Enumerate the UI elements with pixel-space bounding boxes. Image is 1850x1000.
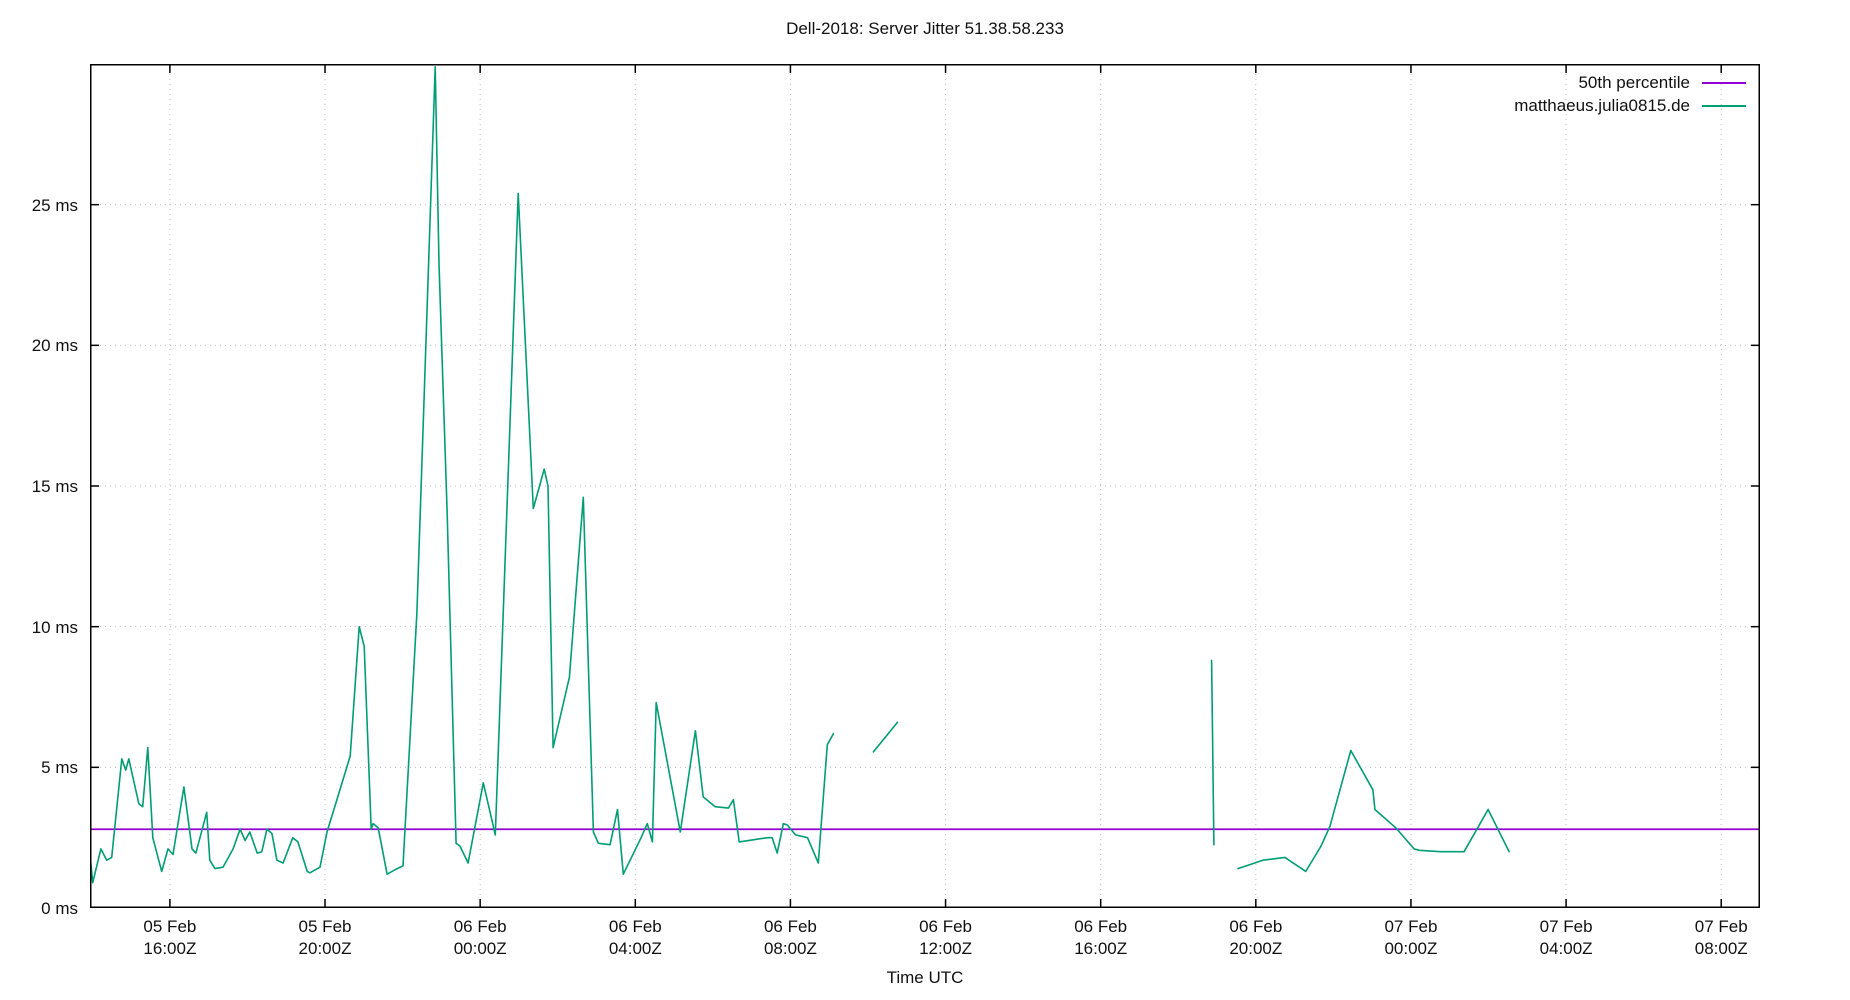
y-tick-label: 10 ms <box>31 617 78 637</box>
series-line-segment <box>1210 659 1215 846</box>
x-tick-label: 06 Feb 20:00Z <box>1196 916 1316 960</box>
y-tick-label: 15 ms <box>31 477 78 496</box>
y-tick-label: 25 ms <box>31 195 78 215</box>
x-tick-time: 00:00Z <box>1384 939 1438 958</box>
x-tick-label: 05 Feb 16:00Z <box>110 916 230 960</box>
x-tick-date: 07 Feb <box>1384 917 1438 936</box>
x-tick-label: 07 Feb 08:00Z <box>1661 916 1781 960</box>
y-tick-label: 5 ms <box>41 758 78 778</box>
x-tick-date: 06 Feb <box>919 917 973 936</box>
x-tick-time: 08:00Z <box>763 939 817 958</box>
series-line-segment <box>872 721 899 753</box>
x-tick-label: 07 Feb 04:00Z <box>1506 916 1626 960</box>
x-tick-time: 20:00Z <box>1229 939 1283 958</box>
x-tick-date: 07 Feb <box>1694 917 1748 936</box>
y-tick-label: 0 ms <box>41 899 78 918</box>
series-line-segment <box>1237 749 1510 873</box>
x-tick-label: 06 Feb 08:00Z <box>730 916 850 960</box>
x-tick-time: 12:00Z <box>919 939 973 958</box>
x-tick-label: 06 Feb 16:00Z <box>1041 916 1161 960</box>
x-tick-label: 06 Feb 12:00Z <box>886 916 1006 960</box>
x-tick-time: 04:00Z <box>1539 939 1593 958</box>
legend-label: matthaeus.julia0815.de <box>1514 96 1690 115</box>
x-tick-label: 07 Feb 00:00Z <box>1351 916 1471 960</box>
x-tick-time: 00:00Z <box>453 939 507 958</box>
plot-area <box>90 64 1760 908</box>
x-tick-label: 05 Feb 20:00Z <box>265 916 385 960</box>
x-axis-title: Time UTC <box>886 968 964 987</box>
x-tick-date: 06 Feb <box>608 917 662 936</box>
x-tick-date: 05 Feb <box>143 917 197 936</box>
x-tick-date: 06 Feb <box>763 917 817 936</box>
x-tick-label: 06 Feb 00:00Z <box>420 916 540 960</box>
x-tick-date: 07 Feb <box>1539 917 1593 936</box>
chart-title: Dell-2018: Server Jitter 51.38.58.233 <box>786 19 1064 38</box>
x-tick-date: 06 Feb <box>1229 917 1283 936</box>
x-tick-date: 05 Feb <box>298 917 352 936</box>
legend: 50th percentile matthaeus.julia0815.de <box>1514 74 1746 114</box>
legend-entry: 50th percentile <box>1578 74 1746 91</box>
x-tick-date: 06 Feb <box>453 917 507 936</box>
legend-line-sample <box>1702 81 1746 84</box>
x-tick-time: 16:00Z <box>1074 939 1128 958</box>
x-tick-label: 06 Feb 04:00Z <box>575 916 695 960</box>
x-tick-time: 04:00Z <box>608 939 662 958</box>
legend-line-sample <box>1702 104 1746 107</box>
legend-label: 50th percentile <box>1578 73 1690 92</box>
plot-border <box>90 64 1760 908</box>
y-tick-label: 20 ms <box>31 336 78 356</box>
x-tick-time: 08:00Z <box>1694 939 1748 958</box>
series-line-segment <box>90 65 835 884</box>
x-tick-time: 16:00Z <box>143 939 197 958</box>
legend-entry: matthaeus.julia0815.de <box>1514 97 1746 114</box>
x-tick-date: 06 Feb <box>1074 917 1128 936</box>
x-tick-time: 20:00Z <box>298 939 352 958</box>
